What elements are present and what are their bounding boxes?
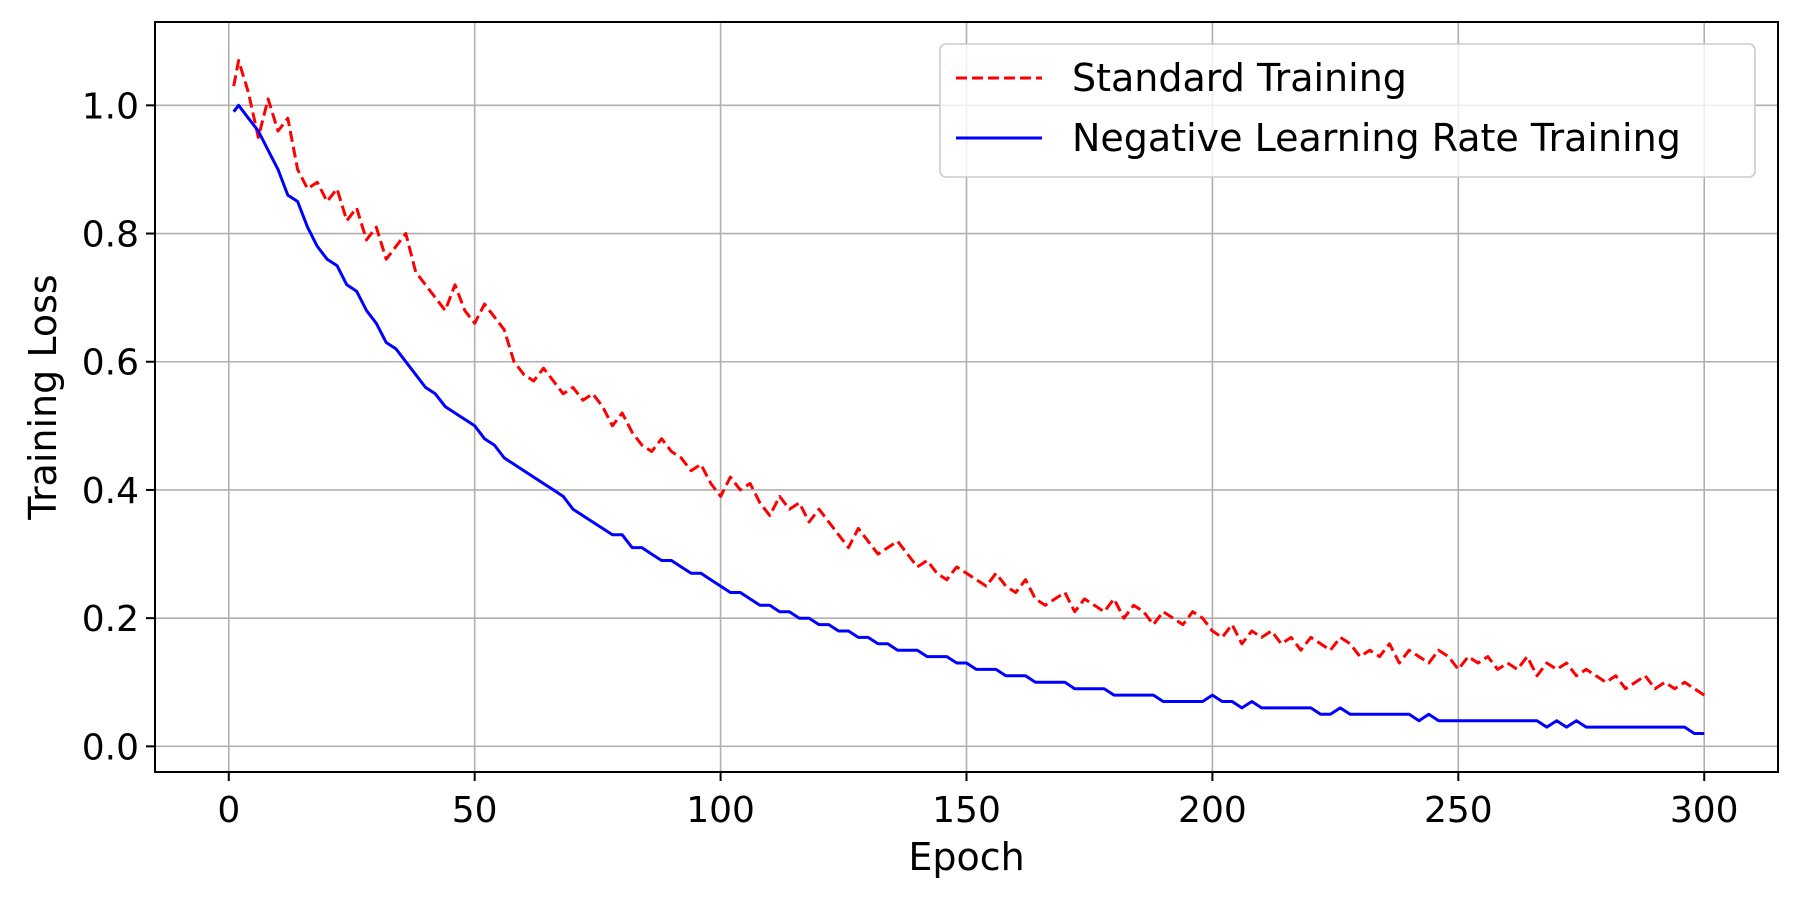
x-tick-label: 0 xyxy=(217,790,240,831)
x-tick-label: 200 xyxy=(1178,790,1247,831)
y-tick-label: 0.2 xyxy=(82,599,139,640)
series-line-negative-lr-training xyxy=(232,103,1705,735)
x-tick-label: 250 xyxy=(1424,790,1493,831)
axis-ticks xyxy=(146,104,1706,781)
axis-tick-labels: 0 50 100 150 200 250 300 0.0 0.2 0.4 0.6 0.8 1.0 xyxy=(82,86,1739,831)
y-tick-label: 0.8 xyxy=(82,215,139,256)
x-axis-label: Epoch xyxy=(908,835,1024,879)
legend-label-standard-training: Standard Training xyxy=(1072,56,1407,100)
grid-lines xyxy=(155,22,1778,772)
y-axis-label: Training Loss xyxy=(21,274,65,520)
y-tick-label: 0.0 xyxy=(82,727,139,768)
x-tick-label: 300 xyxy=(1670,790,1739,831)
data-series xyxy=(232,59,1706,735)
x-tick-label: 100 xyxy=(686,790,755,831)
series-line-standard-training xyxy=(232,59,1706,697)
y-tick-label: 1.0 xyxy=(82,86,139,127)
x-tick-label: 50 xyxy=(452,790,498,831)
y-tick-label: 0.6 xyxy=(82,343,139,384)
y-tick-label: 0.4 xyxy=(82,471,139,512)
x-tick-label: 150 xyxy=(932,790,1001,831)
legend-box xyxy=(939,43,1756,178)
legend-label-negative-lr-training: Negative Learning Rate Training xyxy=(1072,116,1681,160)
legend: Standard Training Negative Learning Rate… xyxy=(939,43,1756,178)
